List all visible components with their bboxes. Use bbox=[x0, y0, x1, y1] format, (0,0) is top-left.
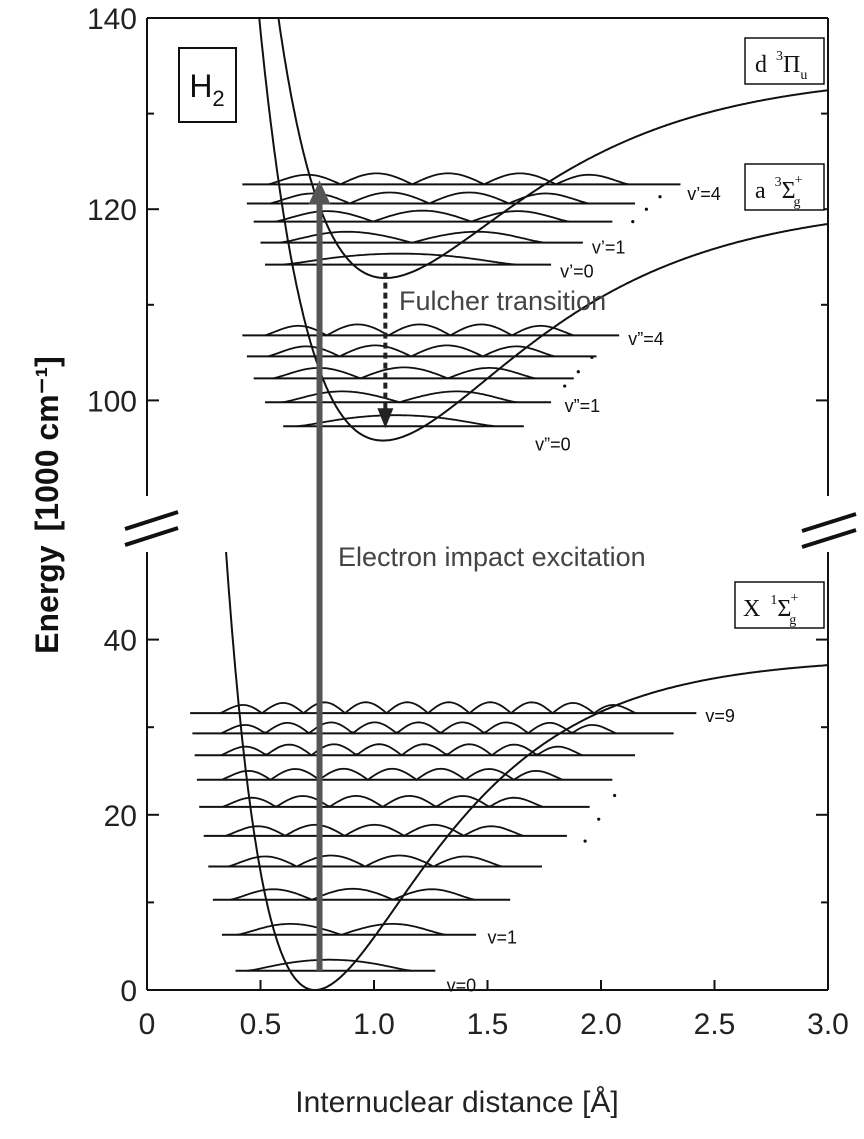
wavefunction-X-v6 bbox=[221, 767, 563, 781]
wavefunction-d-v4 bbox=[268, 172, 629, 186]
continuation-dot bbox=[597, 817, 601, 821]
potential-curve-X bbox=[225, 552, 828, 990]
continuation-dot bbox=[590, 355, 594, 359]
level-label: v’=0 bbox=[560, 261, 594, 281]
axis-break-right bbox=[801, 512, 857, 549]
wavefunction-a-v3 bbox=[267, 344, 555, 358]
y-tick-label: 20 bbox=[104, 800, 137, 833]
svg-text:X1Σ+g: X 1Σ+ g bbox=[743, 591, 798, 628]
state-labels: d 3Πu a 3Σ+ g X 1Σ+ g bbox=[734, 37, 825, 629]
excitation-arrow-head bbox=[308, 180, 331, 205]
level-label: v”=4 bbox=[628, 329, 664, 349]
fulcher-arrow-head bbox=[377, 408, 394, 429]
wavefunction-X-v8 bbox=[220, 721, 617, 735]
wavefunction-X-v9 bbox=[220, 701, 637, 715]
state-label-d: d 3Πu bbox=[744, 37, 825, 85]
wavefunction-a-v4 bbox=[264, 323, 575, 337]
x-tick-label: 0.5 bbox=[240, 1008, 282, 1041]
x-tick-label: 3.0 bbox=[807, 1008, 849, 1041]
y-axis-ticks: 0 20 40 100 120 140 bbox=[87, 3, 828, 1008]
molecule-label-box: H2 bbox=[178, 47, 237, 123]
level-labels: v=0 v=1 v=9 v”=0 v”=1 v”=4 v’=0 v’=1 v’=4 bbox=[447, 184, 735, 996]
continuation-dot bbox=[613, 793, 617, 798]
y-axis-label-unit: [1000 cm⁻¹] bbox=[29, 356, 65, 531]
level-label: v”=0 bbox=[535, 434, 571, 454]
x-tick-label: 1.0 bbox=[353, 1008, 395, 1041]
continuation-dot bbox=[631, 220, 635, 224]
molecule-sub: 2 bbox=[212, 86, 224, 111]
axis-break-left bbox=[124, 510, 179, 547]
y-axis-label-main: Energy bbox=[29, 545, 65, 654]
y-tick-label: 100 bbox=[87, 385, 137, 418]
continuation-dot bbox=[576, 370, 580, 374]
y-tick-label: 40 bbox=[104, 625, 137, 658]
x-tick-label: 0 bbox=[139, 1008, 156, 1041]
level-label: v”=1 bbox=[565, 396, 601, 416]
y-tick-label: 0 bbox=[120, 975, 137, 1008]
vibrational-levels bbox=[190, 183, 697, 972]
wavefunction-X-v5 bbox=[222, 794, 544, 808]
continuation-dot bbox=[644, 207, 649, 211]
continuation-dot bbox=[658, 195, 662, 199]
wavefunction-d-v2 bbox=[275, 209, 570, 223]
transition-arrows bbox=[308, 180, 394, 971]
wavefunction-X-v7 bbox=[220, 743, 583, 757]
x-tick-label: 2.0 bbox=[580, 1008, 622, 1041]
wavefunction-X-v2 bbox=[230, 887, 475, 901]
wavefunction-X-v4 bbox=[225, 823, 524, 837]
state-label-a: a 3Σ+ g bbox=[744, 163, 825, 211]
y-tick-label: 120 bbox=[87, 194, 137, 227]
continuation-dots bbox=[563, 195, 662, 843]
continuation-dot bbox=[563, 384, 567, 388]
continuation-dot bbox=[583, 839, 587, 843]
x-tick-label: 2.5 bbox=[694, 1008, 736, 1041]
wavefunction-X-v0 bbox=[247, 958, 412, 972]
wavefunction-X-v3 bbox=[228, 854, 503, 868]
wavefunction-a-v0 bbox=[297, 414, 495, 428]
potential-curves bbox=[225, 18, 828, 990]
x-axis-ticks: 0 0.5 1.0 1.5 2.0 2.5 3.0 bbox=[139, 980, 849, 1041]
excitation-label: Electron impact excitation bbox=[338, 542, 646, 572]
molecule-main: H bbox=[189, 68, 212, 104]
level-label: v’=1 bbox=[592, 237, 626, 257]
level-label: v=0 bbox=[447, 976, 477, 996]
level-label: v=9 bbox=[705, 706, 735, 726]
svg-text:a3Σ+g: a 3Σ+ g bbox=[755, 173, 803, 210]
fulcher-label: Fulcher transition bbox=[399, 286, 606, 316]
molecule-label: H2 bbox=[189, 68, 224, 111]
wavefunction-X-v1 bbox=[237, 923, 446, 936]
wavefunction-a-v2 bbox=[272, 366, 536, 380]
y-tick-label: 140 bbox=[87, 3, 137, 36]
level-label: v’=4 bbox=[687, 184, 721, 204]
level-label: v=1 bbox=[488, 927, 518, 947]
x-tick-label: 1.5 bbox=[467, 1008, 509, 1041]
state-label-X: X 1Σ+ g bbox=[734, 581, 825, 629]
x-axis-label: Internuclear distance [Å] bbox=[295, 1086, 619, 1119]
y-axis-label: Energy [1000 cm⁻¹] bbox=[29, 356, 65, 654]
wavefunction-d-v1 bbox=[279, 230, 545, 244]
